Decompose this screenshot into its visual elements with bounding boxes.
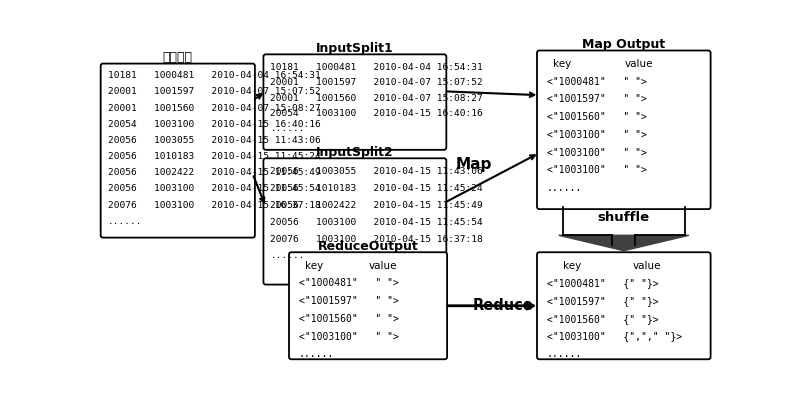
Text: key: key — [562, 261, 580, 271]
Text: <"1000481"   {" "}>: <"1000481" {" "}> — [547, 278, 659, 288]
Text: Map: Map — [456, 157, 492, 172]
Text: ......: ...... — [547, 183, 582, 193]
Text: 20056   1003055   2010-04-15 11:43:06: 20056 1003055 2010-04-15 11:43:06 — [270, 167, 483, 176]
Text: key: key — [554, 59, 572, 69]
Text: 20001   1001597   2010-04-07 15:07:52: 20001 1001597 2010-04-07 15:07:52 — [108, 87, 320, 96]
Text: 文本文件: 文本文件 — [163, 51, 193, 64]
Text: 20056   1003100   2010-04-15 11:45:54: 20056 1003100 2010-04-15 11:45:54 — [270, 217, 483, 226]
Text: <"1003100"   {","," "}>: <"1003100" {","," "}> — [547, 332, 682, 341]
Text: 20076   1003100   2010-04-15 16:37:18: 20076 1003100 2010-04-15 16:37:18 — [270, 235, 483, 244]
Text: <"1001560"   " ">: <"1001560" " "> — [299, 314, 399, 324]
Text: 10181   1000481   2010-04-04 16:54:31: 10181 1000481 2010-04-04 16:54:31 — [108, 71, 320, 80]
Text: <"1003100"   " ">: <"1003100" " "> — [547, 148, 647, 157]
Text: <"1000481"   " ">: <"1000481" " "> — [547, 77, 647, 86]
Text: <"1001597"   {" "}>: <"1001597" {" "}> — [547, 296, 659, 306]
Text: InputSplit2: InputSplit2 — [316, 146, 394, 159]
Text: <"1001597"   " ">: <"1001597" " "> — [547, 94, 647, 104]
Text: key: key — [305, 261, 324, 271]
Text: InputSplit1: InputSplit1 — [316, 42, 394, 55]
Polygon shape — [559, 235, 689, 251]
Text: Map Output: Map Output — [582, 38, 665, 51]
Text: 20001   1001560   2010-04-07 15:08:27: 20001 1001560 2010-04-07 15:08:27 — [108, 104, 320, 113]
Text: <"1003100"   " ">: <"1003100" " "> — [547, 130, 647, 140]
Text: <"1000481"   " ">: <"1000481" " "> — [299, 278, 399, 288]
Text: <"1003100"   " ">: <"1003100" " "> — [547, 165, 647, 175]
Text: ......: ...... — [270, 124, 305, 133]
Text: <"1001597"   " ">: <"1001597" " "> — [299, 296, 399, 306]
FancyBboxPatch shape — [263, 54, 446, 150]
Text: 20056   1002422   2010-04-15 11:45:49: 20056 1002422 2010-04-15 11:45:49 — [108, 169, 320, 177]
FancyBboxPatch shape — [537, 252, 711, 359]
Text: ......: ...... — [108, 217, 142, 226]
Text: 20076   1003100   2010-04-15 16:37:18: 20076 1003100 2010-04-15 16:37:18 — [108, 201, 320, 210]
FancyBboxPatch shape — [537, 51, 711, 209]
Text: Reduce: Reduce — [473, 298, 533, 313]
Text: ......: ...... — [270, 251, 305, 260]
Text: value: value — [632, 261, 661, 271]
Text: 20056   1010183   2010-04-15 11:45:24: 20056 1010183 2010-04-15 11:45:24 — [108, 152, 320, 161]
Text: ......: ...... — [547, 349, 582, 359]
Text: value: value — [369, 261, 397, 271]
FancyBboxPatch shape — [289, 252, 447, 359]
Text: 20056   1010183   2010-04-15 11:45:24: 20056 1010183 2010-04-15 11:45:24 — [270, 184, 483, 193]
Text: value: value — [625, 59, 653, 69]
Text: ReduceOutput: ReduceOutput — [318, 240, 419, 253]
Text: 20056   1003100   2010-04-15 11:45:54: 20056 1003100 2010-04-15 11:45:54 — [108, 184, 320, 193]
Text: 10181   1000481   2010-04-04 16:54:31: 10181 1000481 2010-04-04 16:54:31 — [270, 63, 483, 72]
Text: shuffle: shuffle — [598, 211, 649, 224]
Text: <"1001560"   {" "}>: <"1001560" {" "}> — [547, 314, 659, 324]
Text: <"1001560"   " ">: <"1001560" " "> — [547, 112, 647, 122]
Text: 20056   1003055   2010-04-15 11:43:06: 20056 1003055 2010-04-15 11:43:06 — [108, 136, 320, 145]
Text: 20001   1001597   2010-04-07 15:07:52: 20001 1001597 2010-04-07 15:07:52 — [270, 78, 483, 87]
Text: 20001   1001560   2010-04-07 15:08:27: 20001 1001560 2010-04-07 15:08:27 — [270, 93, 483, 103]
Text: 20056   1002422   2010-04-15 11:45:49: 20056 1002422 2010-04-15 11:45:49 — [270, 201, 483, 210]
Text: 20054   1003100   2010-04-15 16:40:16: 20054 1003100 2010-04-15 16:40:16 — [270, 109, 483, 118]
Text: <"1003100"   " ">: <"1003100" " "> — [299, 332, 399, 341]
Text: 20054   1003100   2010-04-15 16:40:16: 20054 1003100 2010-04-15 16:40:16 — [108, 120, 320, 129]
Text: ......: ...... — [299, 349, 335, 359]
FancyBboxPatch shape — [263, 158, 446, 285]
FancyBboxPatch shape — [101, 64, 255, 237]
